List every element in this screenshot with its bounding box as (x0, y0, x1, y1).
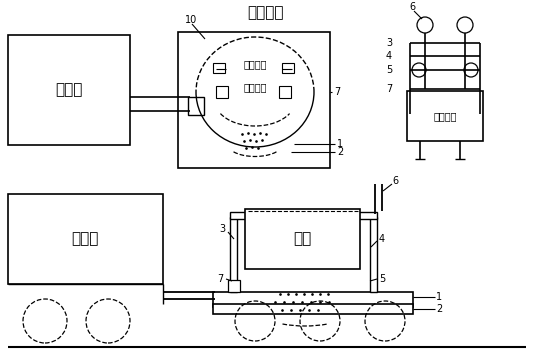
Text: 1: 1 (436, 292, 442, 302)
Text: 运载车: 运载车 (72, 232, 99, 247)
Text: 焦罐台车: 焦罐台车 (433, 111, 457, 121)
Text: 7: 7 (334, 87, 340, 97)
Text: 2: 2 (436, 304, 442, 314)
Text: 7: 7 (217, 274, 223, 284)
Text: 运载车: 运载车 (56, 83, 83, 98)
Text: 焦罐底门: 焦罐底门 (244, 82, 267, 92)
Text: 6: 6 (392, 176, 398, 186)
Text: 4: 4 (386, 51, 392, 61)
Bar (245, 209, 360, 269)
Text: 5: 5 (379, 274, 385, 284)
Bar (370, 217, 377, 292)
Bar (213, 63, 225, 73)
Bar (213, 304, 413, 314)
Bar (8, 35, 130, 145)
Text: 6: 6 (409, 2, 415, 12)
Bar (188, 97, 204, 115)
Bar (282, 63, 294, 73)
Text: 5: 5 (386, 65, 392, 75)
Text: 2: 2 (337, 147, 343, 157)
Bar (216, 86, 228, 98)
Bar (230, 212, 377, 219)
Bar (178, 32, 330, 168)
Text: 7: 7 (386, 84, 392, 94)
Text: 1: 1 (337, 139, 343, 149)
Text: 焦罐台车: 焦罐台车 (247, 5, 283, 20)
Text: 焦罐: 焦罐 (293, 232, 311, 247)
Bar (279, 86, 291, 98)
Bar (228, 280, 240, 292)
Bar (407, 91, 483, 141)
Bar (230, 217, 237, 292)
Text: 3: 3 (219, 224, 225, 234)
Text: 焦罐底门: 焦罐底门 (244, 59, 267, 69)
Text: 10: 10 (185, 15, 197, 25)
Bar (213, 292, 413, 307)
Text: 3: 3 (386, 38, 392, 48)
Bar (8, 194, 163, 284)
Text: 4: 4 (379, 234, 385, 244)
